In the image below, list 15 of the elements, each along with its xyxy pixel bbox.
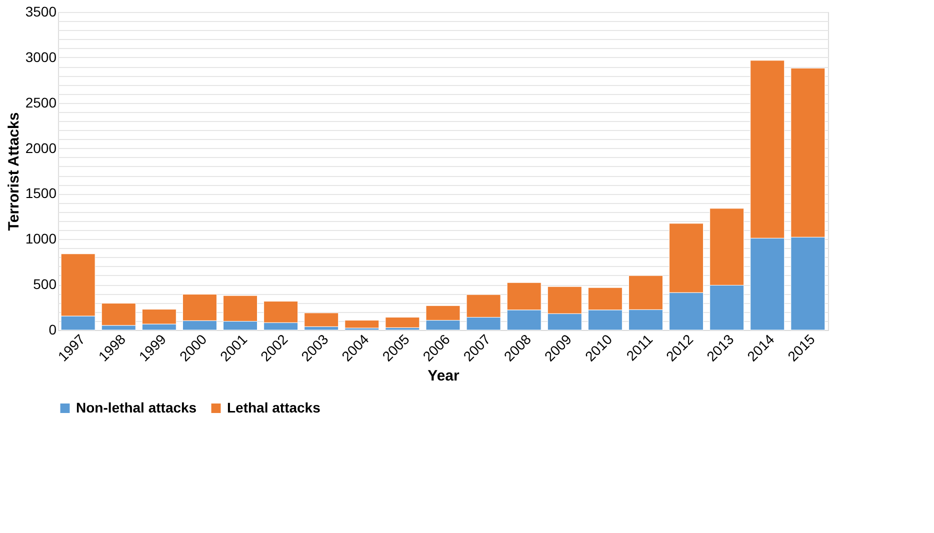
y-tick-label: 1500 (25, 185, 57, 202)
y-tick-label: 3000 (25, 48, 57, 65)
legend-label: Lethal attacks (227, 399, 321, 416)
bar (304, 312, 339, 327)
y-axis-title: Terrorist Attacks (5, 112, 22, 231)
y-tick-label: 0 (48, 322, 57, 338)
y-tick-label: 2500 (25, 94, 57, 110)
y-tick-label: 2000 (25, 140, 57, 156)
bar (344, 320, 380, 328)
y-tick-label: 500 (33, 276, 57, 292)
legend-label: Non-lethal attacks (76, 399, 197, 416)
y-tick-label: 3500 (25, 4, 57, 20)
x-axis-title: Year (428, 367, 460, 384)
bar (385, 317, 420, 328)
y-tick-label: 1000 (25, 230, 57, 247)
